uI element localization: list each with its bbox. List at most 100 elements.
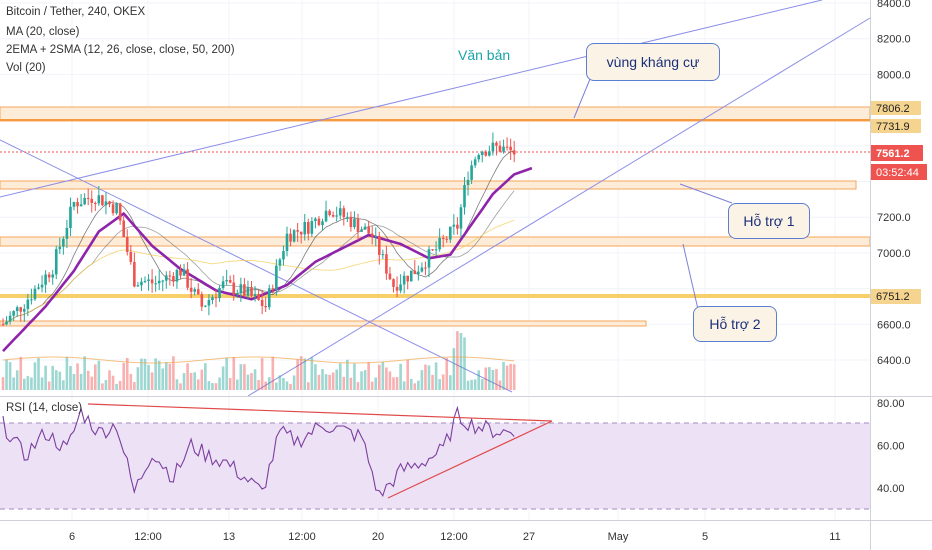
candle-body — [324, 210, 328, 222]
candle-body — [477, 155, 480, 160]
candle-body — [111, 204, 115, 214]
volume-bar — [374, 377, 378, 390]
volume-bar — [26, 376, 30, 390]
candle-body — [225, 280, 228, 282]
support-1-zone[interactable] — [0, 180, 857, 190]
time-tick-label: 13 — [223, 531, 235, 543]
candle-body — [470, 165, 473, 180]
indicator-ma-label[interactable]: MA (20, close) — [6, 26, 80, 38]
candle-body — [427, 249, 431, 268]
ascending-trendline[interactable] — [247, 17, 871, 397]
volume-bar — [271, 356, 275, 390]
candle-body — [44, 274, 47, 285]
rsi-tick-label: 80.00 — [877, 398, 905, 410]
lower-support-zone[interactable] — [0, 320, 647, 327]
indicator-ema-sma-label[interactable]: 2EMA + 2SMA (12, 26, close, close, 50, 2… — [6, 44, 235, 56]
text-annotation[interactable]: Văn bản — [458, 47, 511, 63]
volume-bar — [69, 366, 72, 390]
candle-body — [409, 270, 413, 282]
candle-body — [314, 218, 317, 222]
volume-bar — [420, 370, 424, 390]
volume-bar — [356, 382, 360, 390]
candle-body — [424, 267, 427, 269]
candle-body — [378, 235, 381, 255]
volume-bar — [459, 332, 463, 390]
volume-bar — [367, 361, 370, 390]
candle-body — [94, 202, 97, 204]
candle-body — [239, 284, 243, 294]
volume-bar — [54, 370, 58, 390]
volume-bar — [136, 367, 140, 390]
time-tick-label: 5 — [702, 531, 708, 543]
volume-bar — [498, 380, 502, 390]
support-1-callout[interactable]: Hỗ trợ 1 — [728, 203, 810, 239]
candle-body — [218, 288, 221, 299]
price-tick-label: 8400.0 — [877, 0, 911, 10]
volume-bar — [491, 369, 495, 390]
volume-bar — [140, 358, 143, 390]
volume-bar — [125, 357, 129, 390]
rsi-resistance-trendline[interactable] — [87, 403, 553, 422]
volume-bar — [278, 375, 282, 390]
candle-body — [58, 246, 62, 250]
indicator-volume-label[interactable]: Vol (20) — [6, 62, 46, 74]
candle-body — [115, 203, 118, 214]
volume-bar — [452, 348, 456, 390]
candle-body — [154, 283, 157, 285]
candle-body — [69, 206, 72, 229]
volume-bar — [427, 365, 431, 390]
volume-bar — [480, 379, 484, 390]
candle-body — [186, 269, 189, 288]
time-tick-label: 12:00 — [440, 531, 468, 543]
volume-bar — [44, 365, 47, 390]
resistance-callout[interactable]: vùng kháng cự — [586, 43, 720, 81]
support-2-callout-pointer — [682, 243, 701, 319]
candle-body — [349, 216, 353, 228]
candle-body — [331, 214, 335, 217]
descending-trendline[interactable] — [0, 139, 513, 393]
volume-bar — [463, 337, 466, 390]
rsi-axis[interactable]: 80.00 60.00 40.00 — [877, 398, 905, 495]
volume-bar — [267, 377, 271, 390]
candle-body — [129, 251, 133, 262]
rsi-indicator-label[interactable]: RSI (14, close) — [6, 402, 83, 414]
symbol-title[interactable]: Bitcoin / Tether, 240, OKEX — [6, 6, 146, 18]
volume-bar — [370, 381, 374, 390]
rsi-support-trendline[interactable] — [387, 420, 553, 499]
volume-bar — [438, 379, 441, 390]
price-axis[interactable]: 8400.0 8200.0 8000.0 7200.0 7000.0 6600.0 6400… — [877, 0, 911, 367]
volume-bar — [90, 376, 94, 390]
time-axis[interactable]: 6 12:00 13 12:00 20 12:00 27 May 5 11 — [69, 531, 841, 543]
support-2-callout[interactable]: Hỗ trợ 2 — [693, 306, 777, 342]
volume-bar — [314, 364, 317, 390]
volume-bar — [477, 370, 480, 390]
volume-bar — [129, 373, 133, 390]
candle-body — [438, 237, 441, 250]
volume-bar — [335, 369, 338, 390]
volume-bar — [250, 373, 253, 390]
candle-body — [221, 281, 225, 289]
candle-body — [15, 307, 19, 312]
candle-body — [97, 195, 101, 204]
volume-bar — [221, 366, 225, 390]
candle-body — [86, 197, 90, 199]
candle-body — [76, 202, 79, 207]
candle-body — [370, 233, 374, 237]
volume-bar — [165, 362, 168, 390]
volume-bar — [228, 378, 232, 390]
volume-bar — [303, 358, 307, 390]
resistance-zone[interactable] — [0, 106, 871, 122]
volume-bar — [324, 374, 328, 390]
candle-body — [228, 280, 232, 283]
volume-bar — [182, 373, 186, 390]
upper-trendline[interactable] — [0, 0, 823, 198]
volume-bar — [353, 363, 356, 390]
candle-body — [292, 230, 296, 242]
candle-body — [211, 297, 214, 301]
candle-body — [62, 238, 65, 247]
candle-body — [250, 287, 253, 297]
candle-body — [122, 220, 125, 238]
candle-body — [8, 315, 12, 322]
candle-body — [381, 254, 385, 256]
